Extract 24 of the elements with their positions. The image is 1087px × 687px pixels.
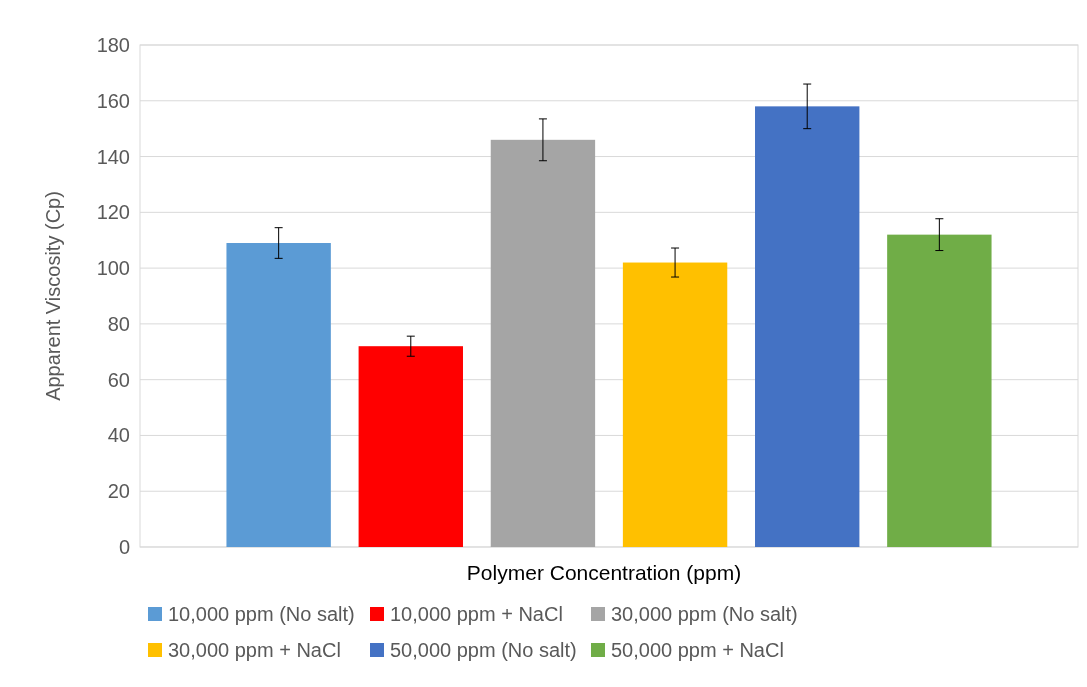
bar (887, 234, 992, 547)
y-tick-label: 180 (96, 34, 130, 56)
y-tick-label: 140 (96, 145, 130, 168)
legend-label: 10,000 ppm + NaCl (390, 603, 563, 625)
legend-label: 30,000 ppm (No salt) (611, 603, 798, 625)
y-tick-label: 120 (96, 201, 130, 224)
y-tick-label: 40 (107, 424, 130, 447)
y-axis-title: Apparent Viscosity (Cp) (42, 191, 64, 401)
y-tick-label: 100 (96, 257, 130, 280)
bar (755, 106, 860, 547)
bar (226, 243, 331, 547)
legend-label: 50,000 ppm (No salt) (390, 639, 577, 661)
y-tick-label: 160 (96, 89, 130, 112)
x-axis-title: Polymer Concentration (ppm) (466, 561, 742, 584)
legend-label: 30,000 ppm + NaCl (168, 639, 341, 661)
legend-label: 10,000 ppm (No salt) (168, 603, 355, 625)
bar (490, 139, 596, 547)
y-tick-label: 60 (107, 368, 130, 391)
y-tick-label: 20 (107, 480, 130, 503)
y-tick-label: 0 (118, 536, 130, 558)
bar (358, 346, 463, 547)
legend-label: 50,000 ppm + NaCl (611, 639, 784, 661)
bar (622, 262, 728, 547)
y-tick-label: 80 (107, 312, 130, 335)
